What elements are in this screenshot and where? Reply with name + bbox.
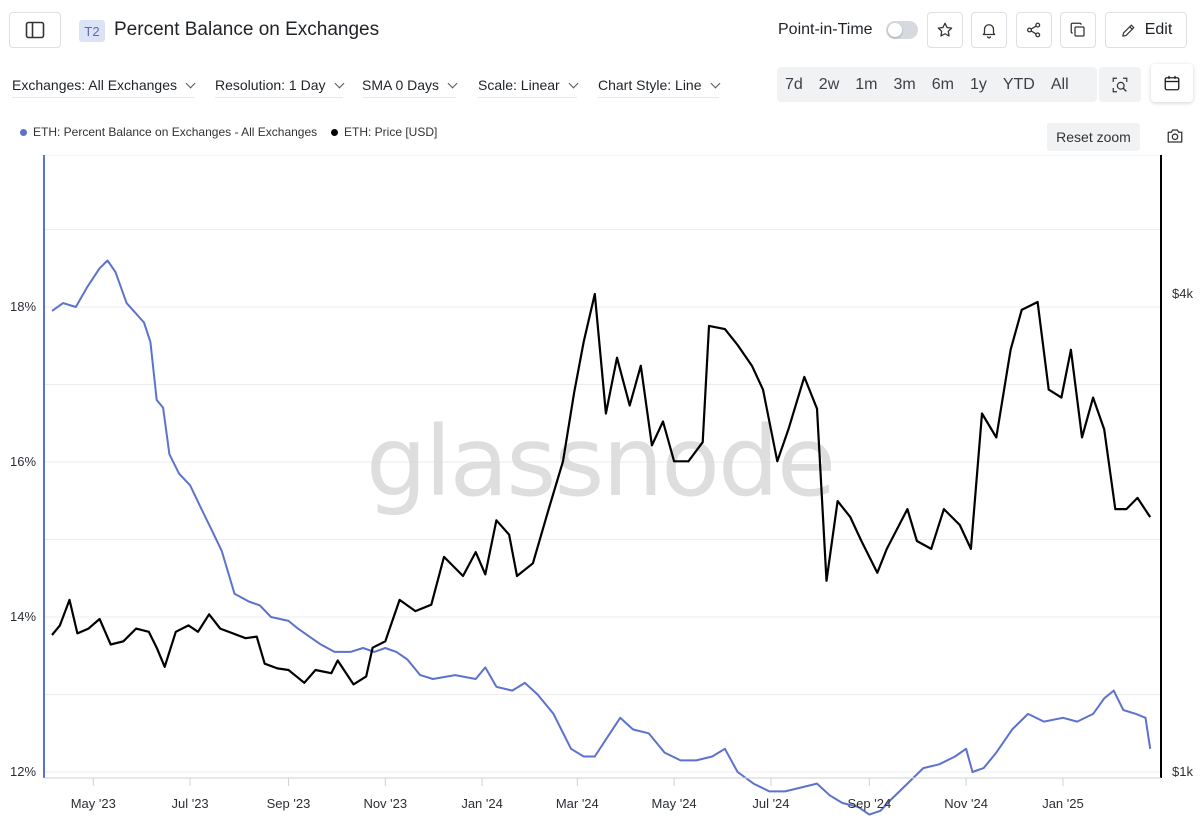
point-in-time-label: Point-in-Time	[778, 21, 873, 38]
x-tick-label: Nov '23	[363, 796, 407, 811]
legend-item-price[interactable]: ETH: Price [USD]	[331, 125, 437, 139]
bell-icon	[982, 24, 996, 39]
chevron-down-icon	[568, 78, 579, 88]
exchanges-filter-label: Exchanges: All Exchanges	[12, 77, 177, 93]
sidebar-toggle-button[interactable]	[9, 12, 61, 48]
range-3m[interactable]: 3m	[893, 75, 916, 93]
sma-filter[interactable]: SMA 0 Days	[362, 77, 458, 98]
legend-dot-balance	[20, 128, 27, 136]
point-in-time-toggle[interactable]	[886, 21, 918, 39]
series-layer	[51, 259, 1152, 816]
grid-lines	[44, 155, 1161, 773]
tier-badge: T2	[79, 20, 105, 42]
screenshot-button[interactable]	[1164, 126, 1186, 146]
x-tick-label: Jul '23	[171, 796, 208, 811]
share-button[interactable]	[1016, 12, 1052, 48]
x-tick-label: May '23	[71, 796, 116, 811]
legend-label-price: ETH: Price [USD]	[344, 125, 438, 139]
chevron-down-icon	[334, 78, 344, 88]
legend-label-balance: ETH: Percent Balance on Exchanges - All …	[33, 125, 318, 139]
resolution-filter[interactable]: Resolution: 1 Day	[215, 77, 344, 98]
edit-button[interactable]: Edit	[1105, 12, 1187, 48]
zoom-select-button[interactable]	[1099, 67, 1141, 102]
legend-item-balance[interactable]: ETH: Percent Balance on Exchanges - All …	[20, 125, 317, 139]
x-tick-label: Sep '23	[267, 796, 311, 811]
date-picker-button[interactable]	[1151, 64, 1193, 102]
legend-dot-price	[331, 128, 338, 136]
series-line-price[interactable]	[51, 292, 1152, 686]
calendar-icon	[1164, 75, 1180, 91]
axes: 12% 14% 16% 18% $1k $4k May '23 Jul '23 Sep '23 N…	[10, 155, 1193, 811]
y-left-tick-label: 12%	[10, 764, 36, 779]
time-range-selector: 7d 2w 1m 3m 6m 1y YTD All	[777, 67, 1097, 102]
x-tick-label: Jan '25	[1042, 796, 1084, 811]
star-icon	[937, 22, 953, 37]
copy-button[interactable]	[1060, 12, 1096, 48]
chevron-down-icon	[185, 78, 196, 88]
range-7d[interactable]: 7d	[785, 75, 803, 93]
y-left-tick-label: 14%	[10, 609, 36, 624]
chart-style-filter[interactable]: Chart Style: Line	[598, 77, 720, 98]
scale-filter-label: Scale: Linear	[478, 77, 560, 93]
zoom-search-icon	[1112, 77, 1128, 92]
share-icon	[1026, 22, 1041, 38]
range-all[interactable]: All	[1050, 75, 1069, 93]
y-right-tick-label: $4k	[1172, 286, 1193, 301]
sma-filter-label: SMA 0 Days	[362, 77, 440, 93]
alert-button[interactable]	[971, 12, 1007, 48]
series-line-balance[interactable]	[51, 259, 1152, 816]
x-tick-label: Mar '24	[556, 796, 599, 811]
x-tick-label: Jul '24	[752, 796, 789, 811]
exchanges-filter[interactable]: Exchanges: All Exchanges	[12, 77, 196, 98]
edit-label: Edit	[1144, 21, 1173, 38]
y-right-tick-label: $1k	[1172, 764, 1193, 779]
range-1m[interactable]: 1m	[855, 75, 878, 93]
pencil-icon	[1121, 24, 1135, 37]
favorite-button[interactable]	[927, 12, 963, 48]
chart[interactable]: glassnode 12% 14% 16% 18% $1k $4k May '23 Jul '…	[0, 155, 1200, 825]
sidebar-toggle-icon	[25, 21, 45, 39]
chevron-down-icon	[710, 78, 720, 88]
page-title: Percent Balance on Exchanges	[114, 19, 380, 40]
toggle-knob	[888, 23, 902, 37]
x-tick-label: Sep '24	[847, 796, 891, 811]
watermark: glassnode	[366, 406, 834, 518]
scale-filter[interactable]: Scale: Linear	[478, 77, 579, 98]
copy-icon	[1070, 22, 1085, 37]
range-6m[interactable]: 6m	[931, 75, 954, 93]
chart-style-filter-label: Chart Style: Line	[598, 77, 702, 93]
y-left-tick-label: 18%	[10, 299, 36, 314]
x-tick-label: Nov '24	[944, 796, 988, 811]
range-ytd[interactable]: YTD	[1002, 75, 1035, 93]
range-1y[interactable]: 1y	[969, 75, 987, 93]
x-tick-label: May '24	[652, 796, 697, 811]
range-2w[interactable]: 2w	[818, 75, 840, 93]
y-left-tick-label: 16%	[10, 454, 36, 469]
camera-icon	[1167, 129, 1183, 143]
reset-zoom-button[interactable]: Reset zoom	[1047, 123, 1140, 151]
x-tick-label: Jan '24	[461, 796, 503, 811]
chevron-down-icon	[447, 78, 458, 88]
resolution-filter-label: Resolution: 1 Day	[215, 77, 326, 93]
